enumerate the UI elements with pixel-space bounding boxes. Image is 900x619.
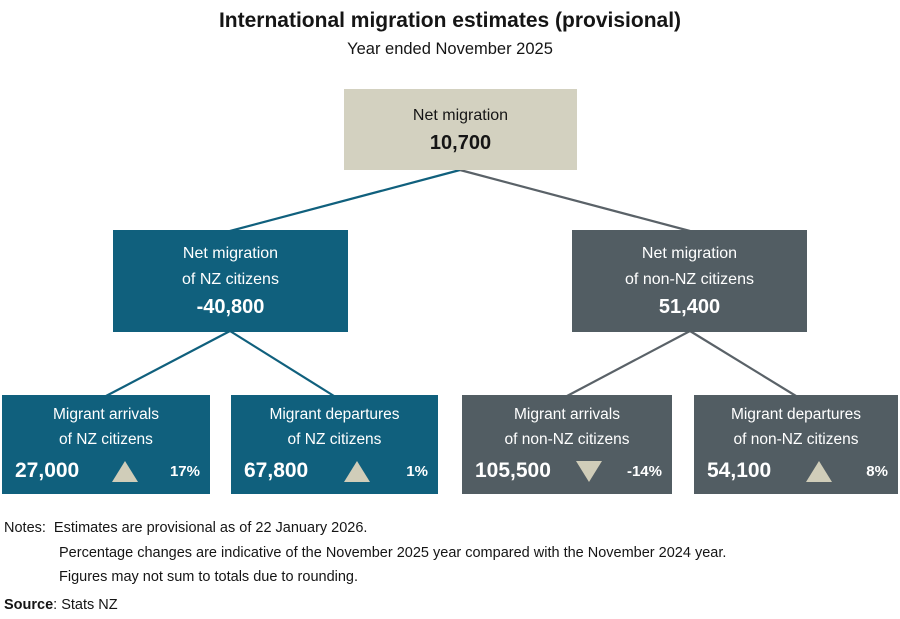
node-label-line2: of NZ citizens: [287, 431, 382, 448]
connector-nonnz-to-arrivals: [566, 330, 691, 397]
connector-nz-to-arrivals: [105, 330, 231, 397]
percent-change: 8%: [866, 462, 888, 480]
trend-up-triangle-icon: [805, 460, 832, 482]
node-label-line1: Net migration: [641, 245, 738, 262]
connector-nonnz-to-departures: [689, 330, 797, 397]
node-net-migration: Net migration 10,700: [344, 89, 577, 170]
node-label-line2: of non-NZ citizens: [625, 271, 754, 288]
note-line-1: Estimates are provisional as of 22 Janua…: [53, 520, 368, 536]
connector-nz-to-departures: [229, 330, 335, 397]
node-label: Net migration: [412, 106, 509, 124]
figure-title: International migration estimates (provi…: [218, 9, 682, 32]
node-value: 10,700: [429, 131, 492, 154]
node-label-line2: of non-NZ citizens: [733, 431, 859, 448]
node-label-line1: Net migration: [182, 245, 279, 262]
node-migrant-departures-non-nz-citizens: Migrant departures of non-NZ citizens 54…: [694, 395, 898, 494]
percent-change: 17%: [169, 462, 200, 480]
node-migrant-arrivals-non-nz-citizens: Migrant arrivals of non-NZ citizens 105,…: [462, 395, 672, 494]
node-migrant-arrivals-nz-citizens: Migrant arrivals of NZ citizens 27,000 1…: [2, 395, 210, 494]
note-line-2: Percentage changes are indicative of the…: [59, 544, 727, 561]
node-label-line1: Migrant departures: [269, 406, 400, 423]
node-value: 67,800: [244, 459, 309, 482]
node-value: 51,400: [658, 296, 721, 318]
node-migrant-departures-nz-citizens: Migrant departures of NZ citizens 67,800…: [231, 395, 438, 494]
source-text: : Stats NZ: [53, 596, 118, 613]
connector-root-to-nz: [229, 168, 461, 233]
connector-root-to-nonnz: [459, 168, 691, 233]
trend-down-triangle-icon: [575, 460, 602, 482]
trend-up-triangle-icon: [344, 460, 371, 482]
node-net-migration-non-nz-citizens: Net migration of non-NZ citizens 51,400: [572, 230, 807, 332]
notes-label: Notes:: [4, 520, 46, 536]
node-label-line2: of NZ citizens: [182, 271, 279, 288]
node-label-line2: of non-NZ citizens: [504, 431, 630, 448]
node-net-migration-nz-citizens: Net migration of NZ citizens -40,800: [113, 230, 348, 332]
percent-change: -14%: [626, 462, 662, 480]
trend-up-triangle-icon: [111, 460, 138, 482]
source-line: Source: Stats NZ: [4, 593, 726, 618]
node-label-line1: Migrant arrivals: [514, 406, 620, 423]
source-label: Source: [4, 596, 54, 613]
figure-subtitle: Year ended November 2025: [347, 40, 553, 58]
node-value: 27,000: [15, 459, 80, 482]
node-value: 54,100: [707, 459, 772, 482]
note-line-3: Figures may not sum to totals due to rou…: [59, 569, 359, 585]
node-label-line1: Migrant arrivals: [53, 406, 159, 423]
notes-block: Notes: Estimates are provisional as of 2…: [4, 516, 726, 617]
percent-change: 1%: [406, 462, 428, 480]
node-value: -40,800: [196, 296, 265, 318]
node-label-line1: Migrant departures: [730, 406, 862, 423]
node-label-line2: of NZ citizens: [59, 431, 153, 448]
node-value: 105,500: [475, 459, 551, 482]
